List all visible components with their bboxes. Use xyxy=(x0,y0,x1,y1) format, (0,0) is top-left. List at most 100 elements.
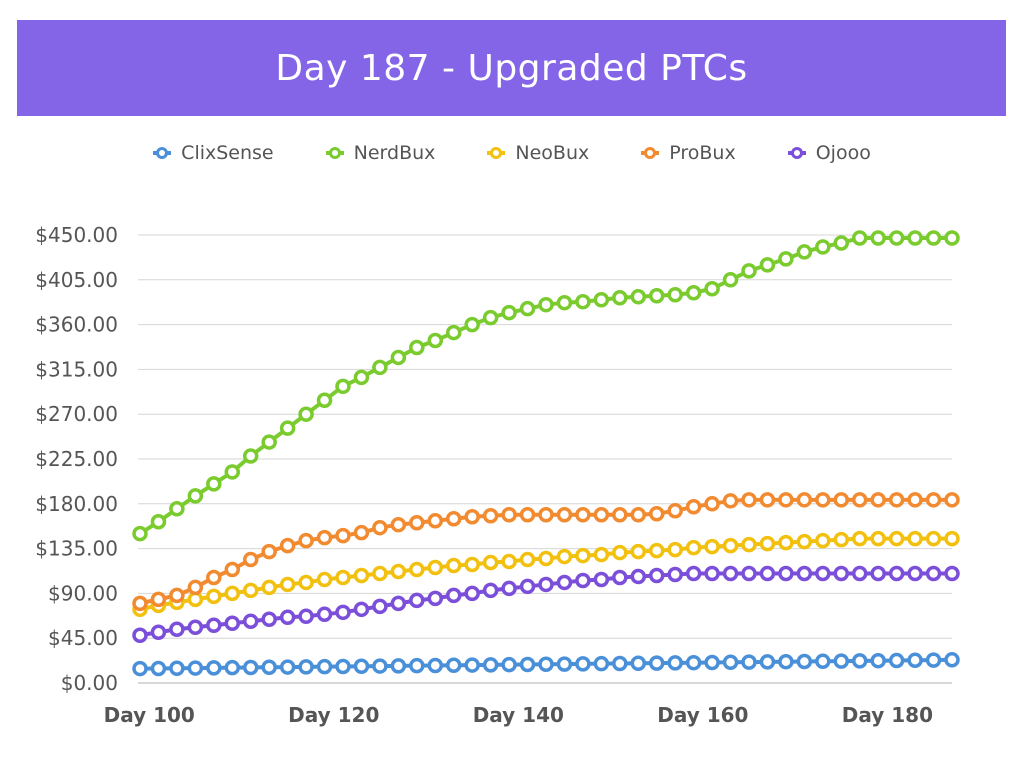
legend-label: ClixSense xyxy=(181,142,274,164)
y-tick-label: $450.00 xyxy=(35,223,118,247)
data-point xyxy=(759,535,776,552)
data-point xyxy=(685,565,702,582)
data-point xyxy=(722,493,739,509)
data-point xyxy=(353,369,370,386)
data-point xyxy=(888,530,905,547)
data-point xyxy=(298,659,314,675)
data-point xyxy=(907,492,923,508)
data-point xyxy=(575,572,591,589)
data-point xyxy=(261,543,277,560)
data-point xyxy=(298,574,314,591)
x-tick-label: Day 180 xyxy=(842,703,933,727)
data-point xyxy=(612,544,628,561)
data-point xyxy=(372,565,388,582)
data-point xyxy=(612,507,628,523)
data-point xyxy=(187,619,204,635)
data-point xyxy=(519,551,536,568)
data-point xyxy=(501,304,517,321)
data-point xyxy=(279,609,296,626)
data-point xyxy=(944,492,960,508)
data-point xyxy=(445,557,462,574)
data-point xyxy=(925,492,942,508)
data-point xyxy=(335,527,351,544)
data-point xyxy=(944,652,960,668)
data-point xyxy=(925,565,942,582)
data-point xyxy=(464,585,480,602)
data-point xyxy=(778,492,794,508)
data-point xyxy=(907,530,923,547)
data-point xyxy=(851,492,868,508)
data-point xyxy=(704,654,720,671)
data-point xyxy=(759,654,776,670)
data-point xyxy=(501,507,517,523)
data-point xyxy=(722,565,739,582)
data-point xyxy=(372,519,388,536)
data-point xyxy=(316,392,333,409)
data-point xyxy=(353,601,370,618)
title-banner: Day 187 - Upgraded PTCs xyxy=(17,20,1006,116)
data-point xyxy=(224,585,241,602)
data-point xyxy=(593,571,610,588)
data-point xyxy=(667,655,683,671)
data-point xyxy=(556,656,573,672)
data-point xyxy=(316,658,333,675)
data-point xyxy=(630,655,647,672)
data-point xyxy=(206,660,222,676)
data-point xyxy=(667,541,683,558)
data-point xyxy=(704,538,720,555)
data-point xyxy=(685,539,702,556)
data-point xyxy=(538,507,554,523)
data-point xyxy=(648,567,665,584)
data-point xyxy=(279,420,296,436)
data-point xyxy=(538,550,554,567)
data-point xyxy=(815,565,831,582)
data-point xyxy=(667,286,683,303)
data-point xyxy=(778,534,794,551)
data-point xyxy=(298,406,314,422)
data-point xyxy=(519,656,536,673)
data-point xyxy=(575,507,591,523)
data-point xyxy=(187,660,204,676)
data-point xyxy=(888,230,905,246)
data-point xyxy=(169,660,185,677)
data-point xyxy=(815,239,831,255)
data-point xyxy=(242,582,259,599)
data-point xyxy=(409,561,425,578)
data-point xyxy=(242,551,259,568)
legend-marker-icon xyxy=(325,144,344,162)
data-point xyxy=(833,531,850,548)
data-point xyxy=(722,537,739,554)
data-point xyxy=(925,652,942,668)
data-point xyxy=(612,289,628,306)
data-point xyxy=(464,657,480,673)
data-point xyxy=(648,542,665,559)
data-point xyxy=(667,566,683,583)
data-point xyxy=(778,653,794,670)
data-point xyxy=(150,513,167,530)
data-point xyxy=(851,230,868,246)
data-point xyxy=(519,578,536,595)
y-tick-label: $270.00 xyxy=(35,402,118,426)
data-point xyxy=(372,359,388,376)
data-point xyxy=(224,561,241,578)
data-point xyxy=(593,291,610,308)
x-tick-label: Day 140 xyxy=(473,703,564,727)
legend-marker-icon xyxy=(641,144,660,162)
data-point xyxy=(870,652,886,669)
data-point xyxy=(907,230,923,246)
y-tick-label: $135.00 xyxy=(35,537,118,561)
data-point xyxy=(464,316,480,333)
legend: ClixSense NerdBux NeoBux ProBux Ojooo xyxy=(0,138,1024,168)
data-point xyxy=(464,556,480,573)
data-point xyxy=(335,604,351,621)
data-point xyxy=(759,565,776,582)
data-point xyxy=(316,606,333,623)
data-point xyxy=(501,656,517,673)
data-point xyxy=(704,281,720,297)
y-tick-label: $360.00 xyxy=(35,313,118,337)
data-point xyxy=(187,579,204,596)
data-point xyxy=(409,339,425,356)
data-point xyxy=(390,658,407,674)
data-point xyxy=(353,658,370,675)
y-tick-label: $315.00 xyxy=(35,357,118,381)
